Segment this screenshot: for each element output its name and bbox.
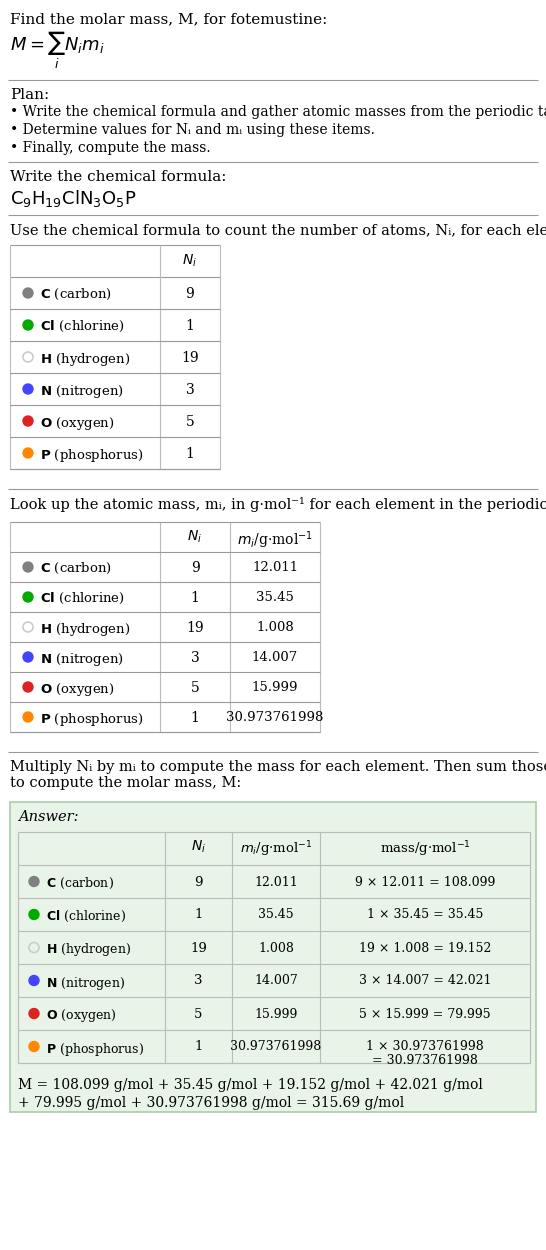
Text: $\bf{Cl}$ (chlorine): $\bf{Cl}$ (chlorine)	[46, 909, 126, 924]
Circle shape	[23, 592, 33, 602]
Circle shape	[29, 1041, 39, 1051]
Text: $\bf{H}$ (hydrogen): $\bf{H}$ (hydrogen)	[40, 621, 130, 638]
Text: 35.45: 35.45	[258, 909, 294, 921]
Text: 9: 9	[186, 288, 194, 301]
Text: $\bf{Cl}$ (chlorine): $\bf{Cl}$ (chlorine)	[40, 319, 125, 334]
Text: 1: 1	[194, 909, 203, 921]
Text: $\bf{H}$ (hydrogen): $\bf{H}$ (hydrogen)	[40, 351, 130, 368]
Text: • Determine values for Nᵢ and mᵢ using these items.: • Determine values for Nᵢ and mᵢ using t…	[10, 122, 375, 138]
Circle shape	[29, 910, 39, 920]
Text: 15.999: 15.999	[252, 681, 298, 694]
Text: 3: 3	[191, 651, 199, 665]
Text: 12.011: 12.011	[252, 561, 298, 574]
Text: $m_i$/g·mol$^{-1}$: $m_i$/g·mol$^{-1}$	[240, 839, 312, 859]
Text: 19: 19	[181, 351, 199, 365]
Text: $\bf{N}$ (nitrogen): $\bf{N}$ (nitrogen)	[46, 975, 125, 991]
Text: 19: 19	[186, 621, 204, 635]
Circle shape	[23, 288, 33, 298]
Text: $M = \sum_i N_i m_i$: $M = \sum_i N_i m_i$	[10, 30, 104, 71]
Text: + 79.995 g/mol + 30.973761998 g/mol = 315.69 g/mol: + 79.995 g/mol + 30.973761998 g/mol = 31…	[18, 1096, 404, 1110]
Text: Plan:: Plan:	[10, 88, 49, 103]
Text: Multiply Nᵢ by mᵢ to compute the mass for each element. Then sum those values: Multiply Nᵢ by mᵢ to compute the mass fo…	[10, 760, 546, 774]
Text: $\bf{C}$ (carbon): $\bf{C}$ (carbon)	[40, 288, 112, 302]
Text: $\bf{O}$ (oxygen): $\bf{O}$ (oxygen)	[40, 415, 115, 432]
Text: Answer:: Answer:	[18, 810, 79, 824]
Text: $N_i$: $N_i$	[191, 839, 206, 855]
Text: M = 108.099 g/mol + 35.45 g/mol + 19.152 g/mol + 42.021 g/mol: M = 108.099 g/mol + 35.45 g/mol + 19.152…	[18, 1078, 483, 1092]
Text: 1.008: 1.008	[256, 621, 294, 634]
Text: • Write the chemical formula and gather atomic masses from the periodic table.: • Write the chemical formula and gather …	[10, 105, 546, 119]
Text: $m_i$/g·mol$^{-1}$: $m_i$/g·mol$^{-1}$	[237, 529, 313, 550]
Text: 1 × 35.45 = 35.45: 1 × 35.45 = 35.45	[367, 909, 483, 921]
Text: Write the chemical formula:: Write the chemical formula:	[10, 170, 227, 184]
Text: 5: 5	[194, 1008, 203, 1020]
Text: $\bf{N}$ (nitrogen): $\bf{N}$ (nitrogen)	[40, 651, 124, 668]
Circle shape	[23, 562, 33, 572]
Text: $\bf{Cl}$ (chlorine): $\bf{Cl}$ (chlorine)	[40, 591, 125, 606]
Text: 3 × 14.007 = 42.021: 3 × 14.007 = 42.021	[359, 975, 491, 988]
Text: 1: 1	[191, 711, 199, 725]
Circle shape	[23, 448, 33, 458]
Circle shape	[23, 712, 33, 722]
Text: 1.008: 1.008	[258, 941, 294, 955]
Text: 15.999: 15.999	[254, 1008, 298, 1020]
Text: 5: 5	[186, 415, 194, 429]
Text: $\bf{C}$ (carbon): $\bf{C}$ (carbon)	[40, 561, 112, 576]
Circle shape	[23, 682, 33, 692]
Text: $\bf{N}$ (nitrogen): $\bf{N}$ (nitrogen)	[40, 382, 124, 400]
Text: • Finally, compute the mass.: • Finally, compute the mass.	[10, 141, 211, 155]
Circle shape	[23, 416, 33, 426]
Circle shape	[29, 975, 39, 985]
Text: 9: 9	[191, 561, 199, 575]
Text: 19: 19	[190, 941, 207, 955]
Text: $\bf{P}$ (phosphorus): $\bf{P}$ (phosphorus)	[40, 448, 144, 464]
Text: $N_i$: $N_i$	[182, 253, 198, 270]
Text: 3: 3	[186, 382, 194, 398]
Text: 12.011: 12.011	[254, 875, 298, 889]
Text: $\bf{P}$ (phosphorus): $\bf{P}$ (phosphorus)	[40, 711, 144, 727]
Text: to compute the molar mass, M:: to compute the molar mass, M:	[10, 776, 241, 790]
Text: 30.973761998: 30.973761998	[230, 1040, 322, 1054]
Text: $\bf{O}$ (oxygen): $\bf{O}$ (oxygen)	[46, 1008, 116, 1025]
Circle shape	[23, 384, 33, 394]
Text: 14.007: 14.007	[254, 975, 298, 988]
Text: Use the chemical formula to count the number of atoms, Nᵢ, for each element:: Use the chemical formula to count the nu…	[10, 222, 546, 238]
Text: mass/g·mol$^{-1}$: mass/g·mol$^{-1}$	[379, 839, 471, 859]
Circle shape	[23, 320, 33, 330]
Text: 3: 3	[194, 975, 203, 988]
Text: 19 × 1.008 = 19.152: 19 × 1.008 = 19.152	[359, 941, 491, 955]
Text: Find the molar mass, M, for fotemustine:: Find the molar mass, M, for fotemustine:	[10, 12, 328, 26]
Text: 30.973761998: 30.973761998	[226, 711, 324, 724]
Text: 1: 1	[186, 448, 194, 461]
Text: 14.007: 14.007	[252, 651, 298, 664]
Text: 1 × 30.973761998: 1 × 30.973761998	[366, 1040, 484, 1054]
Text: 5: 5	[191, 681, 199, 695]
Circle shape	[23, 652, 33, 662]
Text: $\bf{O}$ (oxygen): $\bf{O}$ (oxygen)	[40, 681, 115, 698]
Text: $\mathrm{C_9H_{19}ClN_3O_5P}$: $\mathrm{C_9H_{19}ClN_3O_5P}$	[10, 188, 136, 209]
Text: 5 × 15.999 = 79.995: 5 × 15.999 = 79.995	[359, 1008, 491, 1020]
Text: Look up the atomic mass, mᵢ, in g·mol⁻¹ for each element in the periodic table:: Look up the atomic mass, mᵢ, in g·mol⁻¹ …	[10, 498, 546, 512]
Text: 9: 9	[194, 875, 203, 889]
Text: = 30.973761998: = 30.973761998	[372, 1055, 478, 1068]
Text: $\bf{C}$ (carbon): $\bf{C}$ (carbon)	[46, 875, 114, 890]
Text: 35.45: 35.45	[256, 591, 294, 604]
Text: 1: 1	[191, 591, 199, 605]
Circle shape	[29, 1009, 39, 1019]
Text: $\bf{P}$ (phosphorus): $\bf{P}$ (phosphorus)	[46, 1040, 144, 1058]
Text: 1: 1	[186, 319, 194, 332]
Text: 9 × 12.011 = 108.099: 9 × 12.011 = 108.099	[355, 875, 495, 889]
Text: $\bf{H}$ (hydrogen): $\bf{H}$ (hydrogen)	[46, 941, 132, 959]
Text: $N_i$: $N_i$	[187, 529, 203, 545]
FancyBboxPatch shape	[10, 802, 536, 1112]
Circle shape	[29, 876, 39, 886]
Text: 1: 1	[194, 1040, 203, 1054]
